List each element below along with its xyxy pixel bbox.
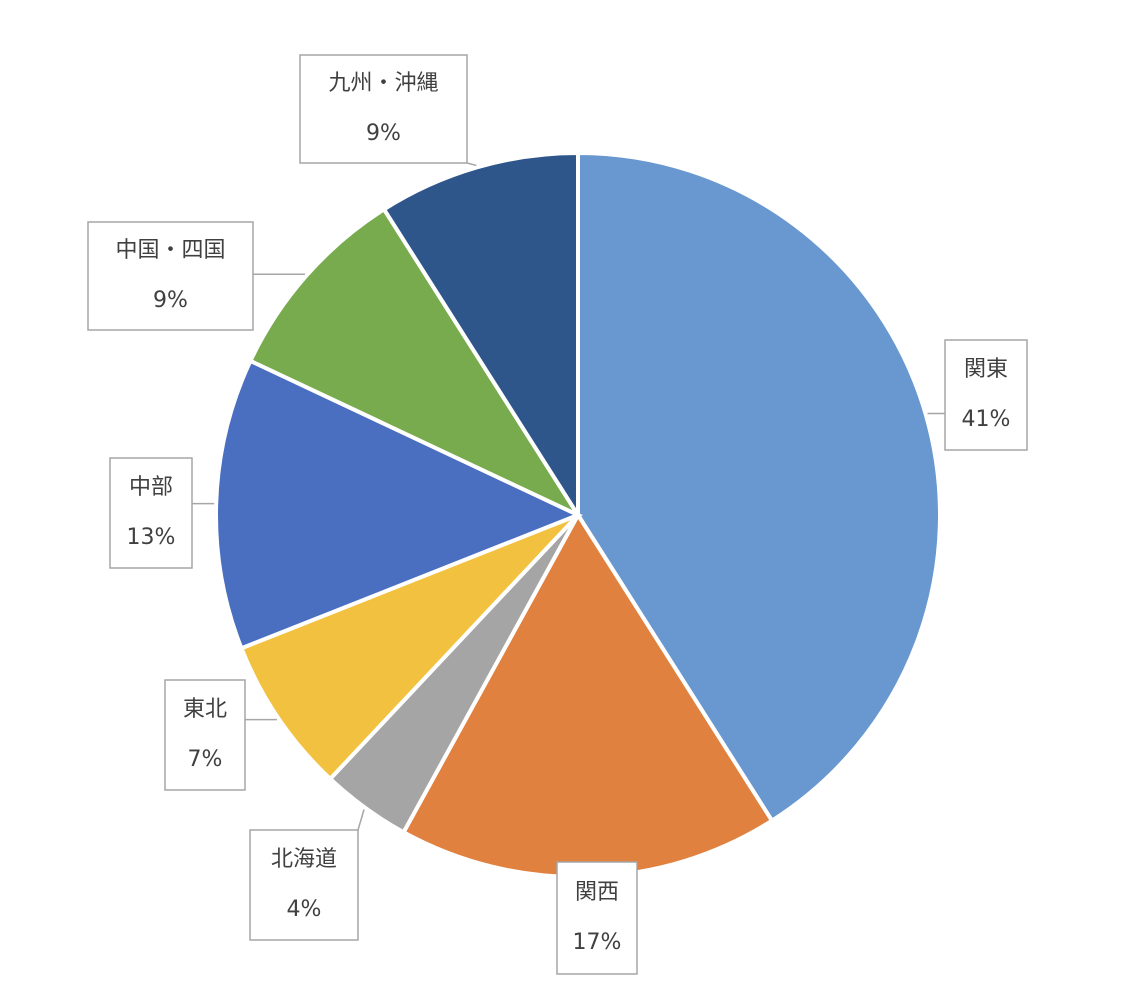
pie-slice [238,513,580,782]
slice-value-label: 13% [127,525,176,550]
label-box [249,829,359,941]
pie-slice [381,150,580,522]
label-box [944,339,1028,451]
slice-value-label: 7% [188,747,223,772]
slice-name: 関西 [575,880,619,905]
slice-value-label: 4% [287,897,322,922]
label-box [109,457,193,569]
slice-value-label: 41% [962,407,1011,432]
callout-line [466,162,477,167]
slice-name: 九州・沖縄 [328,71,438,96]
slice-name: 中国・四国 [115,238,225,263]
slice-name: 東北 [183,697,227,722]
pie-slice [576,150,942,824]
label-box [556,861,638,975]
slice-value-label: 9% [366,121,401,146]
slice-name: 関東 [964,357,1008,382]
slice-value-label: 9% [153,288,188,313]
label-box [87,221,254,331]
pie-slice [214,358,584,651]
label-box [299,54,468,164]
label-box [164,679,246,791]
pie-slice [247,206,584,520]
slice-name: 北海道 [271,847,337,872]
slice-value-label: 17% [573,930,622,955]
callout-line [357,809,365,831]
slice-name: 中部 [129,475,173,500]
